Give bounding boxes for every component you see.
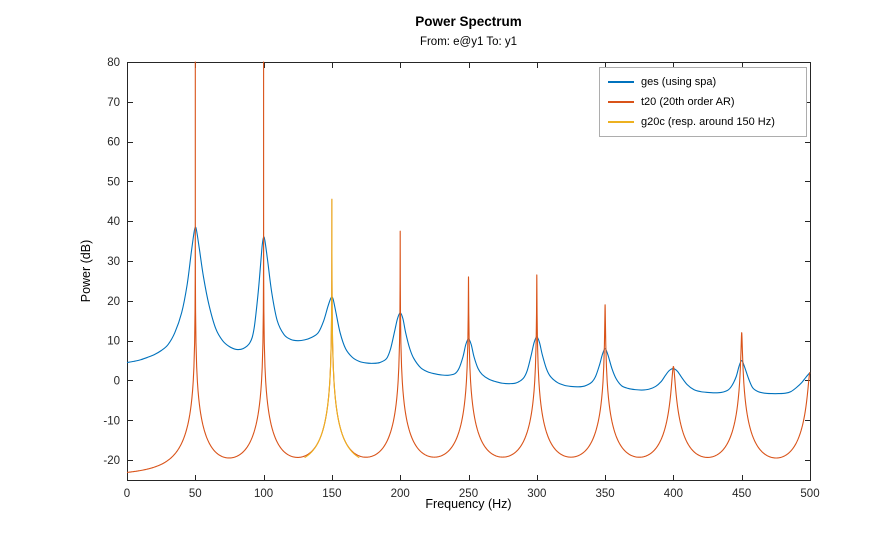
y-tick-label: 40 — [107, 216, 120, 228]
x-tick-label: 50 — [189, 488, 202, 500]
chart-subtitle: From: e@y1 To: y1 — [419, 36, 518, 48]
legend: ges (using spa) t20 (20th order AR) g20c… — [599, 67, 807, 137]
y-tick-label: 30 — [107, 256, 120, 268]
x-tick-label: 500 — [800, 488, 819, 500]
legend-entry: t20 (20th order AR) — [608, 94, 798, 110]
y-tick-label: 70 — [107, 97, 120, 109]
y-tick-label: 20 — [107, 296, 120, 308]
x-tick-label: 300 — [527, 488, 546, 500]
x-tick-label: 450 — [732, 488, 751, 500]
legend-swatch-2 — [608, 121, 634, 123]
axes-box — [127, 62, 811, 481]
x-tick-label: 200 — [391, 488, 410, 500]
y-tick-label: 50 — [107, 176, 120, 188]
y-tick-label: 0 — [114, 375, 120, 387]
x-tick-label: 400 — [664, 488, 683, 500]
chart-title: Power Spectrum — [415, 14, 522, 29]
y-tick-label: -20 — [103, 455, 120, 467]
x-tick-label: 350 — [596, 488, 615, 500]
x-tick-labels: 0 50 100 150 200 250 300 350 400 450 500 — [124, 488, 820, 500]
x-axis-label: Frequency (Hz) — [425, 497, 512, 511]
x-tick-label: 0 — [124, 488, 130, 500]
series-line-1 — [126, 61, 811, 473]
series-line-2 — [304, 198, 360, 459]
legend-label-2: g20c (resp. around 150 Hz) — [641, 116, 775, 128]
legend-swatch-1 — [608, 101, 634, 103]
y-tick-label: 10 — [107, 336, 120, 348]
legend-entry: g20c (resp. around 150 Hz) — [608, 114, 798, 130]
x-tick-label: 100 — [254, 488, 273, 500]
y-tick-label: -10 — [103, 415, 120, 427]
y-axis-label: Power (dB) — [79, 239, 93, 303]
legend-label-0: ges (using spa) — [641, 76, 717, 88]
legend-swatch-0 — [608, 81, 634, 83]
y-tick-labels: -20 -10 0 10 20 30 40 50 60 70 80 — [103, 57, 120, 467]
y-tick-label: 80 — [107, 57, 120, 69]
legend-entry: ges (using spa) — [608, 74, 798, 90]
series-line-0 — [126, 226, 811, 395]
legend-label-1: t20 (20th order AR) — [641, 96, 735, 108]
x-tick-label: 250 — [459, 488, 478, 500]
x-tick-label: 150 — [322, 488, 341, 500]
y-tick-label: 60 — [107, 137, 120, 149]
